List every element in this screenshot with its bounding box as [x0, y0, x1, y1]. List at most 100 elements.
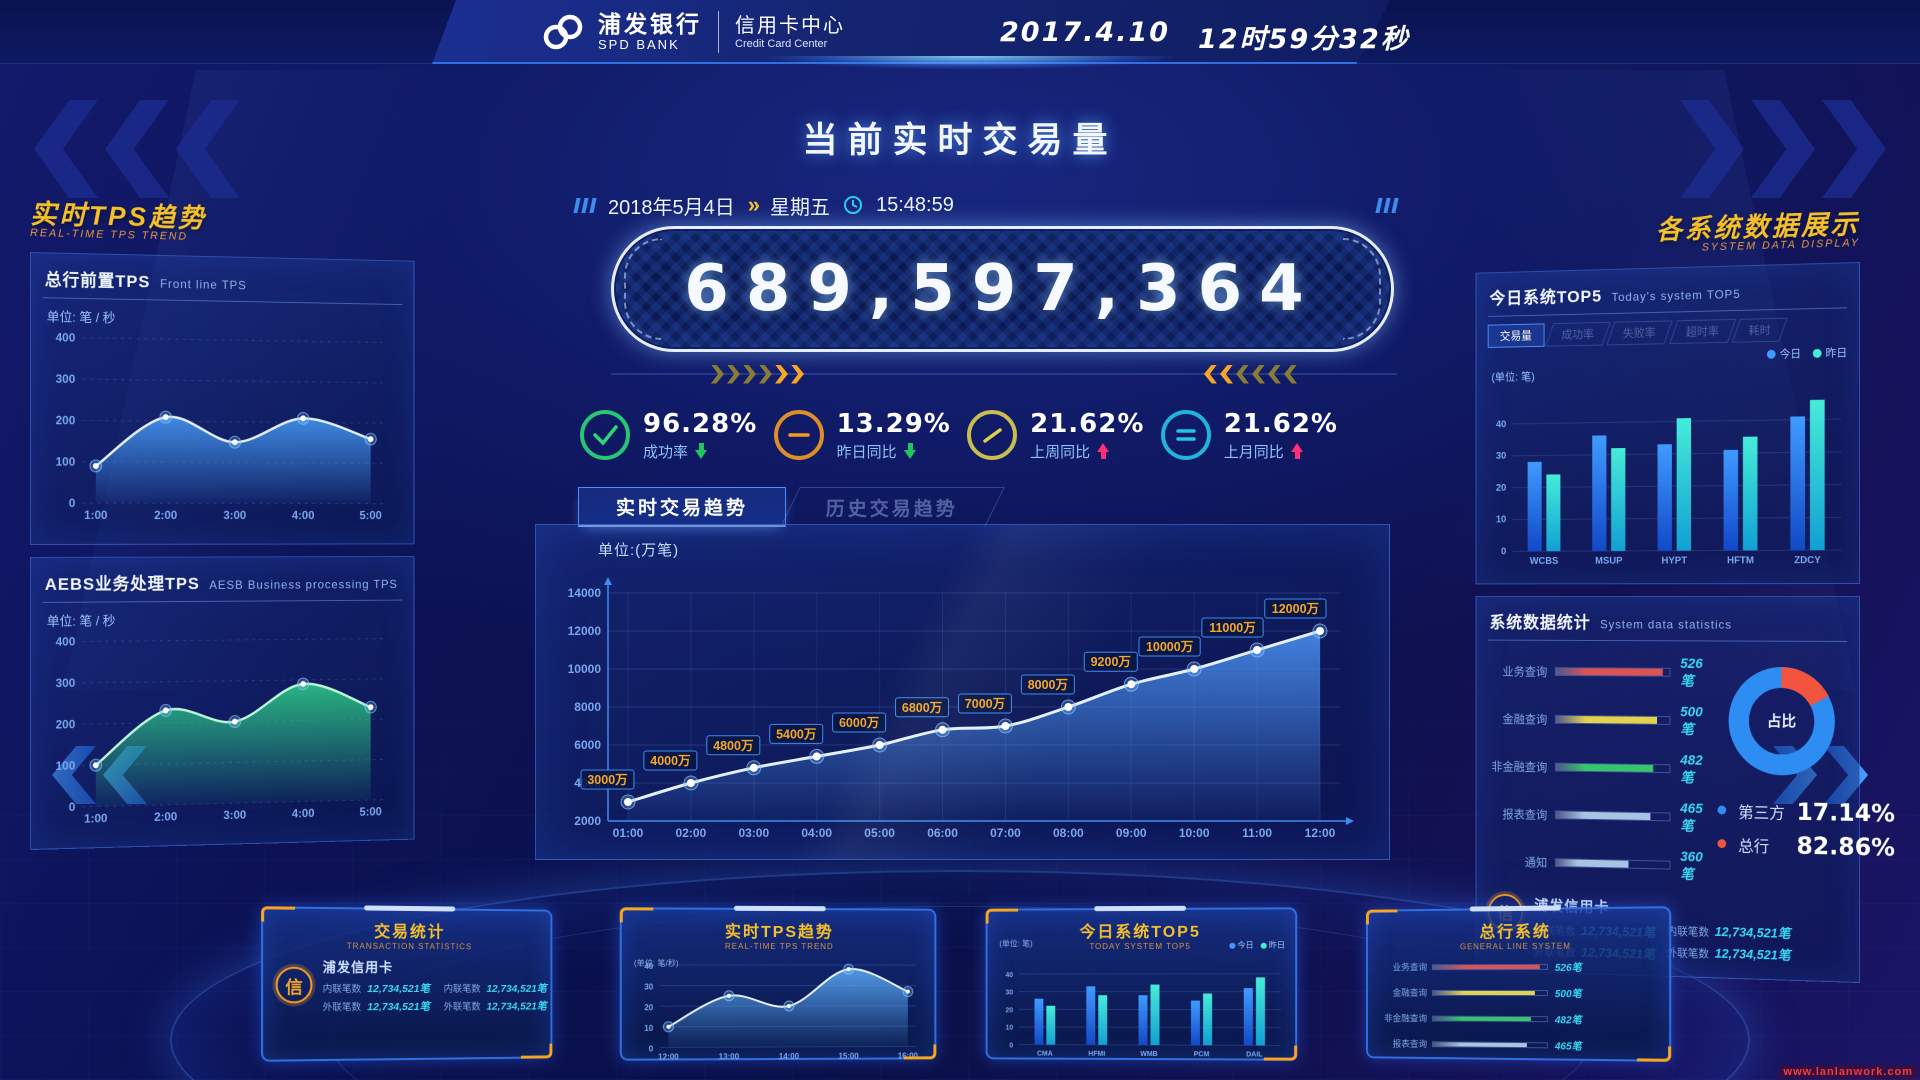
svg-text:09:00: 09:00 [1116, 826, 1147, 840]
aebs-tps-chart: 01002003004001:00 2:00 3:00 4:00 5:00 [43, 627, 395, 834]
hbar-value: 482笔 [1555, 1011, 1582, 1026]
svg-text:WMB: WMB [1140, 1051, 1157, 1058]
panel-subtitle: Today's system TOP5 [1612, 287, 1741, 304]
svg-text:02:00: 02:00 [676, 826, 707, 840]
hbar-label: 非金融查询 [1488, 758, 1548, 775]
trend-up-icon [1097, 443, 1110, 459]
hbar-track [1432, 1015, 1548, 1022]
trend-up-icon [1291, 443, 1304, 459]
brand-logo: 浦发银行 SPD BANK 信用卡中心 Credit Card Center [540, 9, 845, 55]
page-title: 当前实时交易量 [0, 112, 1920, 163]
left-section-title: 实时TPS趋势 REAL-TIME TPS TREND [30, 200, 414, 249]
kpi-label: 上月同比 [1224, 441, 1284, 462]
main-trend-panel: 单位:(万笔) 20004000600080001000012000140000… [535, 524, 1390, 860]
svg-text:30: 30 [1005, 990, 1013, 997]
trend-down-icon [904, 443, 917, 459]
svg-text:WCBS: WCBS [1530, 556, 1559, 567]
legend-yesterday: 昨日 [1813, 344, 1847, 361]
svg-text:14:00: 14:00 [779, 1052, 800, 1061]
svg-text:4800万: 4800万 [713, 739, 753, 753]
svg-text:0: 0 [649, 1044, 654, 1053]
svg-text:HYPT: HYPT [1662, 555, 1688, 566]
svg-text:05:00: 05:00 [864, 826, 895, 840]
hero-weekday: 星期五 [770, 191, 830, 220]
tab-timeout[interactable]: 超时率 [1669, 319, 1736, 344]
svg-text:2:00: 2:00 [154, 809, 178, 824]
tab-duration[interactable]: 耗时 [1732, 318, 1788, 343]
svg-text:0: 0 [69, 496, 76, 510]
mini-top5-legend: 今日 昨日 [1229, 940, 1285, 951]
panel-unit: (单位: 笔) [999, 938, 1032, 949]
panel-title: AEBS业务处理TPS [45, 569, 200, 595]
kpi-value: 96.28% [643, 409, 757, 439]
card-brand: 浦发信用卡 [323, 957, 547, 977]
svg-text:11000万: 11000万 [1209, 621, 1256, 635]
ratio-donut-block: 占比 第三方 17.14% 总行 82.86% [1718, 655, 1895, 902]
svg-text:400: 400 [56, 330, 76, 344]
svg-text:5:00: 5:00 [359, 508, 382, 522]
hbar-label: 业务查询 [1488, 663, 1548, 680]
hbar-row: 报表查询 465笔 [1379, 1036, 1656, 1054]
tab-failure[interactable]: 失败率 [1606, 320, 1672, 345]
tab-volume[interactable]: 交易量 [1488, 323, 1544, 348]
kpi-month-over-month: 21.62% 上月同比 [1159, 408, 1338, 462]
bottom-panel-mini-tps: 实时TPS趋势 REAL-TIME TPS TREND (单位: 笔/秒) 01… [620, 907, 937, 1060]
hbar-track [1555, 811, 1671, 822]
tab-realtime-trend[interactable]: 实时交易趋势 [578, 487, 786, 527]
header-date: 2017.4.10 [1000, 17, 1170, 56]
chevron-strip-left-icon [1204, 365, 1297, 384]
panel-subtitle: Front line TPS [160, 277, 247, 293]
top5-metric-tabs: 交易量 成功率 失败率 超时率 耗时 [1488, 316, 1847, 348]
tab-success[interactable]: 成功率 [1545, 322, 1610, 347]
kpi-week-over-week: 21.62% 上周同比 [965, 408, 1144, 462]
svg-text:200: 200 [56, 717, 76, 731]
bottom-panel-general-system: 总行系统 GENERAL LINE SYSTEM 业务查询 526笔 金融查询 500… [1366, 906, 1671, 1062]
kpi-success-rate: 96.28% 成功率 [578, 408, 757, 462]
hbar-label: 报表查询 [1379, 1037, 1427, 1050]
tab-history-trend[interactable]: 历史交易趋势 [780, 487, 1005, 527]
ratio-donut-chart: 占比 [1718, 655, 1847, 787]
hbar-label: 非金融查询 [1379, 1011, 1427, 1024]
hbar-value: 526笔 [1680, 655, 1714, 691]
hbar-label: 业务查询 [1379, 960, 1427, 973]
front-tps-panel: 总行前置TPS Front line TPS 单位: 笔 / 秒 0 100 200… [30, 252, 414, 545]
panel-subtitle: AESB Business processing TPS [209, 577, 398, 592]
panel-subtitle: REAL-TIME TPS TREND [634, 942, 923, 952]
hero-date-row: 2018年5月4日 » 星期五 15:48:59 [575, 192, 1397, 218]
svg-text:7000万: 7000万 [965, 697, 1005, 711]
svg-text:04:00: 04:00 [801, 826, 832, 840]
svg-text:20: 20 [1005, 1007, 1013, 1014]
panel-subtitle: System data statistics [1600, 617, 1732, 631]
svg-text:9200万: 9200万 [1091, 655, 1131, 669]
svg-text:1:00: 1:00 [84, 811, 108, 826]
svg-text:6000: 6000 [574, 738, 601, 752]
hbar-track [1432, 963, 1548, 969]
logo-divider [718, 11, 719, 53]
svg-text:CMA: CMA [1037, 1051, 1053, 1058]
aebs-tps-panel: AEBS业务处理TPS AESB Business processing TPS… [30, 556, 414, 850]
hbar-row: 业务查询 526笔 [1379, 958, 1656, 974]
transaction-counter-capsule: 689,597,364 [611, 226, 1394, 352]
hbar-row: 报表查询 465笔 [1488, 796, 1714, 835]
chevron-strip-right-icon [711, 365, 804, 384]
svg-text:200: 200 [56, 413, 76, 427]
system-stats-bars: 业务查询 526笔 金融查询 500笔 非金融查询 482笔 报表查询 465笔 通知 360笔 [1488, 654, 1714, 897]
realtime-trend-chart: 200040006000800010000120001400001:0002:0… [550, 565, 1374, 857]
panel-unit: (单位: 笔/秒) [634, 958, 679, 969]
svg-text:6800万: 6800万 [902, 701, 942, 715]
hbar-label: 金融查询 [1488, 711, 1548, 728]
panel-title: 系统数据统计 [1490, 609, 1591, 634]
svg-text:10000: 10000 [568, 662, 602, 676]
equals-ring-icon [1159, 408, 1213, 462]
hbar-value: 500笔 [1555, 985, 1582, 1000]
kpi-row: 96.28% 成功率 13.29% 昨日同比 21.62% 上周同比 [578, 408, 1338, 462]
hbar-track [1555, 763, 1671, 774]
hbar-value: 360笔 [1680, 848, 1714, 884]
donut-legend-thirdparty: 第三方 17.14% [1718, 796, 1895, 827]
slash-ring-icon [965, 408, 1019, 462]
transaction-counter-value: 689,597,364 [684, 252, 1320, 326]
svg-text:15:00: 15:00 [838, 1052, 859, 1061]
hbar-row: 非金融查询 482笔 [1488, 749, 1714, 788]
clock-icon [843, 195, 863, 215]
hbar-track [1432, 1041, 1548, 1048]
